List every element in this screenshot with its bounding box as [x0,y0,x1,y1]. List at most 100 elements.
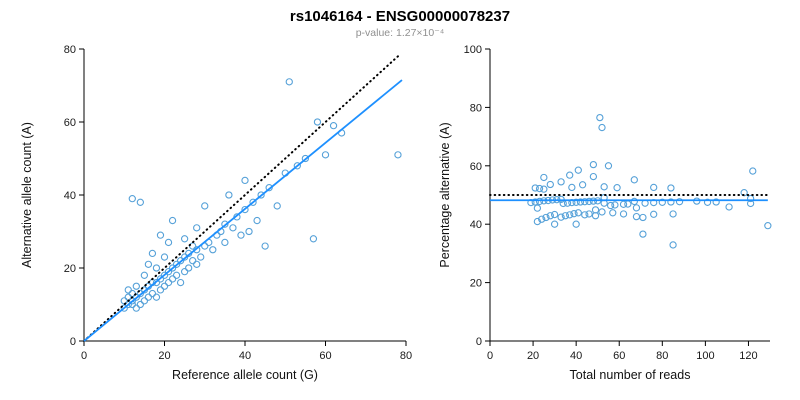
data-point [658,198,666,206]
data-point [613,184,621,192]
y-tick-label: 20 [64,263,76,275]
data-point [650,183,658,192]
y-tick-label: 80 [64,44,76,56]
data-point [585,210,593,218]
data-point [221,238,229,247]
data-point [209,246,217,254]
data-point [566,171,574,179]
data-point [550,220,559,228]
data-point [176,278,185,287]
data-point [609,209,617,217]
data-point [589,160,598,169]
data-point [550,210,559,219]
x-tick-label: 100 [696,350,714,362]
data-point [245,227,253,236]
data-point [156,275,165,283]
y-tick-label: 40 [64,190,76,202]
y-tick-label: 100 [464,44,482,56]
data-point [394,151,402,159]
data-point [144,293,153,301]
data-point [180,267,189,276]
data-point [285,78,293,86]
y-tick-label: 20 [470,278,482,290]
data-point [132,282,140,290]
data-points [120,78,402,312]
data-point [265,184,273,192]
data-point [237,231,245,239]
data-point [576,198,585,206]
data-point [148,249,157,258]
data-point [764,222,772,230]
data-point [140,297,149,305]
data-point [619,200,628,208]
y-tick-label: 0 [476,336,482,348]
left-scatter-plot: 0 20 40 60 80 0 20 40 60 80 Reference allele count… [20,44,412,382]
data-point [176,257,185,265]
figure-header: rs1046164 - ENSG00000078237 p-value: 1.2… [0,0,800,39]
data-point [184,264,193,272]
data-point [632,212,641,221]
data-point [531,198,539,206]
y-tick-label: 40 [470,219,482,231]
data-point [160,253,169,261]
data-point [225,191,233,199]
data-point [172,260,181,268]
data-point [193,260,201,268]
data-point [301,154,310,163]
data-point [725,203,733,211]
y-axis-label: Percentage alternative (A) [438,122,452,267]
identity-line [83,55,399,342]
data-point [160,271,169,279]
data-point [180,253,189,261]
x-tick-label: 120 [739,350,757,362]
x-tick-label: 80 [656,350,668,362]
y-tick-label: 80 [470,102,482,114]
x-tick-label: 0 [487,350,493,362]
data-point [632,204,641,212]
data-point [630,197,638,206]
data-point [132,304,140,312]
data-point [596,113,604,122]
fit-line [83,79,403,342]
data-points [527,113,772,249]
data-point [197,253,205,261]
data-point [557,178,565,186]
data-point [120,304,128,312]
data-point [124,293,132,301]
data-point [140,271,149,279]
data-point [168,216,177,225]
data-point [533,204,542,212]
data-point [148,289,157,298]
data-point [535,184,544,193]
data-point [313,118,322,126]
data-point [152,278,161,287]
y-tick-label: 60 [470,161,482,173]
x-tick-label: 60 [613,350,625,362]
x-tick-label: 20 [158,350,170,362]
data-point [152,264,161,272]
data-point [546,180,554,189]
data-point [164,278,173,287]
data-point [193,246,201,254]
data-point [619,210,628,218]
right-scatter-plot: 0 20 40 60 80 100 120 0 20 40 60 80 100 Total number … [438,44,772,382]
data-point [572,220,580,228]
data-point [675,198,684,206]
data-point [128,194,136,203]
figure-title: rs1046164 - ENSG00000078237 [289,8,511,25]
data-point [156,231,165,239]
data-point [241,205,249,214]
data-point [229,224,237,232]
x-tick-label: 20 [527,350,539,362]
data-point [589,172,598,181]
data-point [293,162,301,170]
data-point [321,151,330,159]
x-tick-label: 40 [570,350,582,362]
data-point [136,300,144,309]
data-point [221,220,229,228]
data-point [533,217,542,226]
data-point [152,293,161,301]
data-point [667,184,675,192]
data-point [650,210,658,218]
